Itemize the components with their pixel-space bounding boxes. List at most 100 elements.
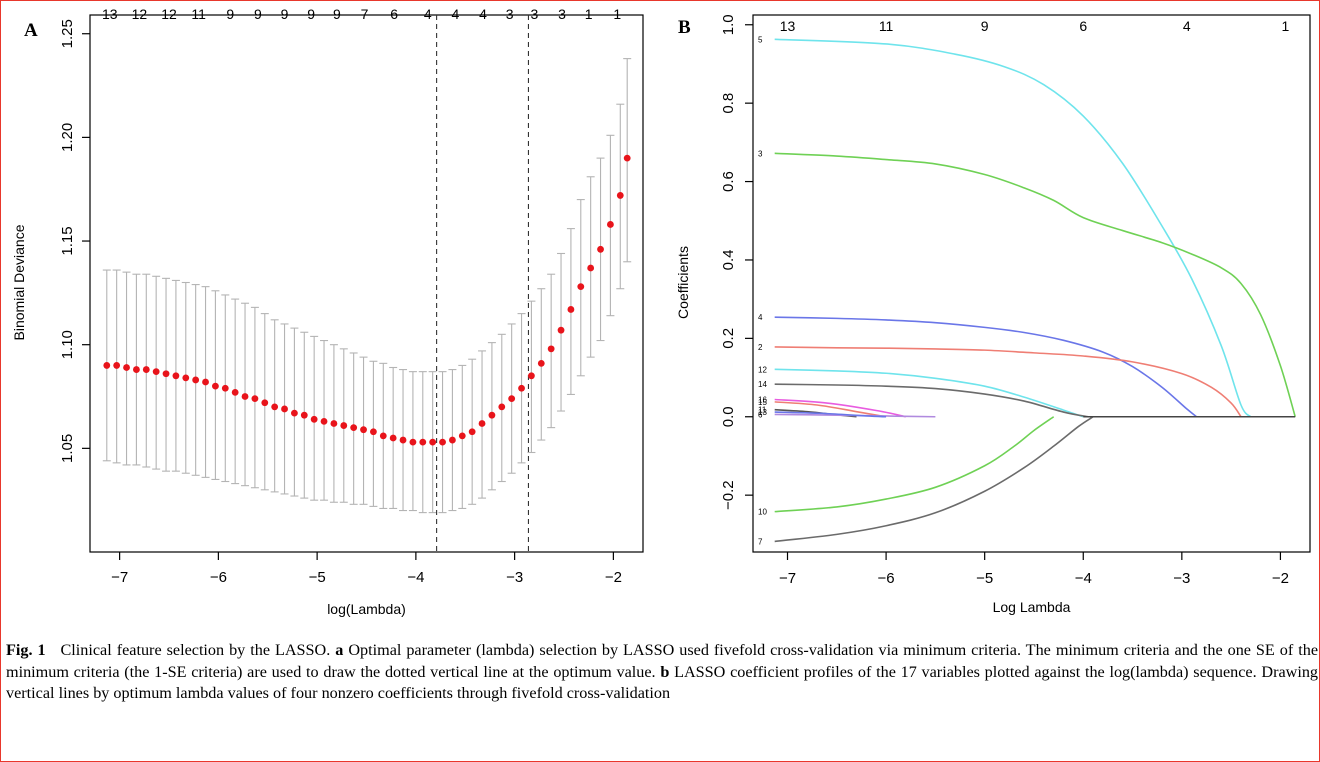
y-tick-label-a: 1.15	[59, 226, 76, 255]
top-count-label-b: 11	[879, 18, 894, 34]
deviance-point	[291, 409, 298, 417]
coef-label-2: 2	[758, 343, 763, 352]
top-count-label-a: 3	[530, 6, 538, 22]
top-count-label-a: 1	[613, 6, 621, 22]
x-tick-label-a: −6	[210, 569, 227, 586]
top-count-label-a: 3	[558, 6, 566, 22]
chart-a: A −7 −6 −5 −4 −3 −2 1.05 1.10 1.15 1.20 1.25 log(Lam…	[11, 6, 644, 617]
caption-fig-label: Fig. 1	[6, 641, 46, 659]
x-tick-label-b: −6	[878, 570, 895, 587]
deviance-point	[192, 376, 200, 384]
deviance-point	[508, 395, 516, 402]
deviance-point	[310, 415, 318, 423]
plot-frame-b	[752, 14, 1311, 553]
x-axis-label-a: log(Lambda)	[327, 601, 406, 617]
coef-label-7: 7	[758, 537, 763, 546]
x-tick-label-b: −4	[1075, 570, 1092, 587]
deviance-point	[251, 395, 259, 402]
top-count-label-a: 4	[479, 6, 487, 22]
x-tick-label-b: −2	[1272, 570, 1289, 587]
x-tick-label-a: −3	[506, 569, 523, 586]
top-count-label-b: 13	[780, 18, 796, 34]
deviance-point	[528, 372, 535, 380]
deviance-point	[547, 345, 555, 353]
panel-letter-a: A	[24, 20, 38, 41]
deviance-point	[468, 428, 476, 436]
top-count-label-a: 9	[281, 6, 289, 22]
deviance-point	[458, 432, 466, 440]
top-count-label-a: 4	[424, 6, 432, 22]
top-count-label-a: 12	[161, 6, 177, 22]
x-tick-label-b: −7	[779, 570, 796, 587]
top-count-label-a: 9	[307, 6, 315, 22]
x-tick-label-a: −2	[605, 569, 622, 586]
top-count-label-b: 1	[1281, 18, 1289, 34]
deviance-point	[202, 378, 209, 386]
top-count-label-a: 9	[226, 6, 234, 22]
coef-label-13: 13	[758, 408, 767, 417]
deviance-point	[607, 221, 614, 228]
x-tick-label-b: −5	[976, 570, 993, 587]
y-tick-label-a: 1.20	[59, 123, 76, 152]
deviance-point	[123, 364, 130, 371]
deviance-point	[370, 428, 377, 436]
top-count-label-b: 9	[981, 18, 989, 34]
deviance-point	[439, 438, 446, 446]
deviance-point	[133, 366, 140, 373]
coef-label-10: 10	[758, 508, 767, 517]
deviance-point	[152, 368, 160, 376]
x-tick-label-a: −5	[309, 569, 326, 586]
top-count-label-b: 6	[1079, 18, 1087, 34]
coef-path-4	[774, 316, 1198, 418]
deviance-point	[103, 362, 111, 369]
deviance-point	[241, 393, 249, 400]
deviance-point	[577, 283, 585, 291]
top-count-label-a: 13	[102, 6, 118, 22]
deviance-point	[379, 432, 387, 440]
deviance-point	[330, 420, 338, 427]
deviance-point	[212, 382, 219, 390]
coef-path-7	[774, 416, 1094, 543]
deviance-point	[498, 403, 506, 411]
coef-path-2	[774, 346, 1242, 418]
coef-path-16	[774, 398, 906, 418]
caption-a-text: Optimal parameter (lambda) selection by …	[6, 641, 1319, 681]
top-count-label-a: 12	[132, 6, 148, 22]
x-tick-label-a: −4	[407, 569, 424, 586]
caption-title: Clinical feature selection by the LASSO.	[60, 641, 331, 659]
deviance-point	[221, 384, 229, 392]
coef-path-14	[774, 383, 1089, 418]
y-tick-label-b: 0.6	[720, 171, 737, 192]
deviance-point	[623, 154, 631, 162]
coef-label-16: 16	[758, 396, 767, 405]
coef-path-5	[774, 38, 1252, 418]
deviance-point	[478, 420, 486, 427]
deviance-point	[261, 399, 269, 407]
coef-label-5: 5	[758, 35, 763, 44]
coef-path-15	[774, 401, 887, 418]
coef-label-11: 11	[758, 406, 767, 415]
deviance-point	[616, 192, 624, 199]
deviance-point	[340, 422, 348, 429]
deviance-point	[350, 424, 358, 432]
chart-b: B −7 −6 −5 −4 −3 −2 −0.2 0.0 0.2 0.4 0.6 0.8 1.0 Log L…	[675, 14, 1311, 615]
deviance-point	[399, 436, 407, 444]
coef-label-6: 6	[758, 410, 763, 419]
y-tick-label-a: 1.25	[59, 19, 76, 48]
deviance-point	[537, 359, 545, 367]
y-tick-label-b: 0.4	[720, 250, 737, 271]
figure-caption: Fig. 1 Clinical feature selection by the…	[6, 640, 1318, 705]
top-count-label-a: 7	[361, 6, 369, 22]
coef-label-14: 14	[758, 380, 767, 389]
y-tick-label-b: 0.0	[720, 406, 737, 427]
coef-label-4: 4	[758, 313, 763, 322]
deviance-point	[449, 436, 456, 444]
coef-path-10	[774, 416, 1055, 513]
y-axis-label-a: Binomial Deviance	[11, 224, 27, 340]
deviance-point	[271, 403, 279, 411]
y-tick-label-a: 1.10	[59, 330, 76, 359]
coef-path-3	[774, 152, 1296, 417]
deviance-point	[162, 370, 170, 378]
top-count-label-a: 11	[191, 6, 206, 22]
deviance-point	[429, 438, 437, 446]
